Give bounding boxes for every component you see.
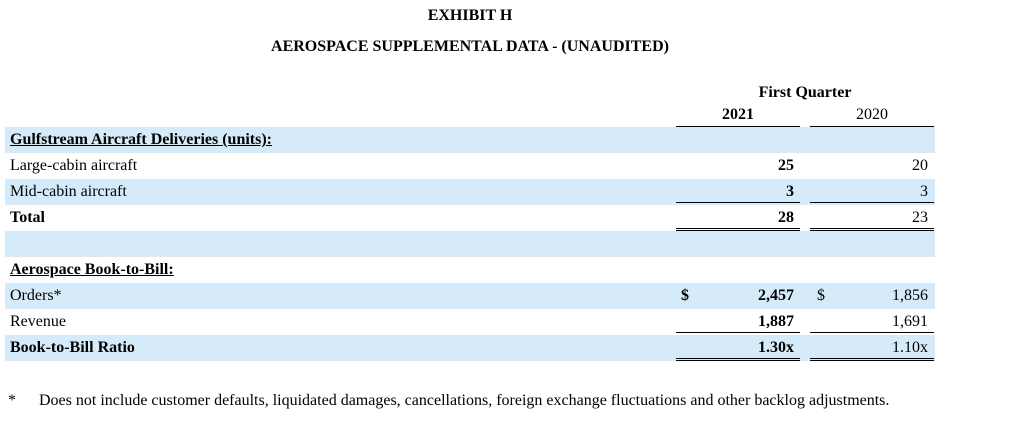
value-2020: 1,691 [810, 313, 934, 333]
value-2021: 1.30x [676, 339, 800, 361]
row-label: Mid-cabin aircraft [10, 183, 127, 200]
deliveries-heading: Gulfstream Aircraft Deliveries (units): [10, 131, 273, 148]
row-label: Total [10, 209, 45, 226]
value-2020: 23 [810, 209, 934, 231]
table-row-total: Total 28 23 [5, 205, 935, 231]
value-2020: 1,856 [892, 287, 928, 304]
row-label: Orders* [10, 287, 62, 304]
exhibit-label: EXHIBIT H [427, 7, 513, 24]
currency-symbol: $ [817, 287, 825, 304]
footnote-mark: * [8, 392, 16, 409]
value-2020: 3 [810, 183, 934, 203]
row-label: Revenue [10, 313, 66, 330]
currency-symbol: $ [681, 287, 689, 304]
row-label: Book-to-Bill Ratio [10, 339, 135, 356]
value-2020: 20 [912, 157, 928, 174]
page-title: AEROSPACE SUPPLEMENTAL DATA - (UNAUDITED… [271, 38, 669, 55]
value-2021: 2,457 [758, 287, 794, 304]
row-label: Large-cabin aircraft [10, 157, 138, 174]
section-heading-deliveries: Gulfstream Aircraft Deliveries (units): [5, 127, 935, 153]
column-header-2021: 2021 [676, 106, 800, 128]
section-heading-book-to-bill: Aerospace Book-to-Bill: [5, 257, 935, 283]
table-row-revenue: Revenue 1,887 1,691 [5, 309, 935, 335]
table-row-large-cabin: Large-cabin aircraft 25 20 [5, 153, 935, 179]
book-to-bill-heading: Aerospace Book-to-Bill: [10, 261, 174, 278]
table-row-orders: Orders* $ 2,457 $ 1,856 [5, 283, 935, 309]
value-2021: 3 [676, 183, 800, 203]
period-header: First Quarter [758, 84, 852, 101]
value-2021: 28 [676, 209, 800, 231]
column-header-2020: 2020 [810, 106, 934, 128]
spacer-row [5, 231, 935, 257]
value-2021: 1,887 [676, 313, 800, 333]
value-2020: 1.10x [810, 339, 934, 361]
table-row-book-to-bill-ratio: Book-to-Bill Ratio 1.30x 1.10x [5, 335, 935, 361]
value-2021: 25 [778, 157, 794, 174]
table-row-mid-cabin: Mid-cabin aircraft 3 3 [5, 179, 935, 205]
footnote-text: Does not include customer defaults, liqu… [39, 392, 890, 409]
